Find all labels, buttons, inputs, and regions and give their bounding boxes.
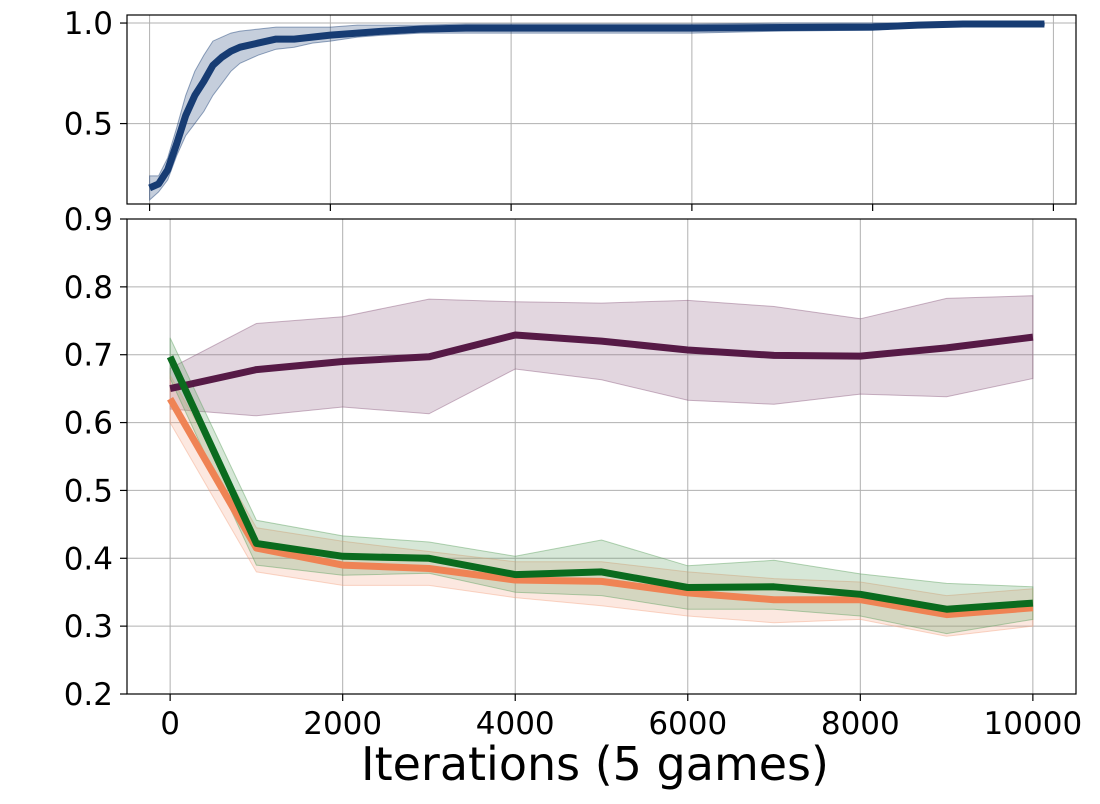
top-ytick-label-0: 0.5 [64, 107, 113, 143]
bottom-ytick-label-3: 0.5 [64, 473, 113, 509]
top-plot-frame [126, 14, 1077, 205]
top-confidence-bands [149, 22, 1045, 202]
bottom-line-2 [166, 355, 1034, 613]
top-x-axis-ticks [148, 204, 1055, 211]
bottom-ytick-label-6: 0.8 [64, 270, 113, 306]
bottom-xtick-label-2: 4000 [476, 706, 555, 742]
bottom-ytick-label-1: 0.3 [64, 609, 113, 645]
bottom-ytick-label-2: 0.4 [64, 541, 113, 577]
top-ytick-label-1: 1.0 [64, 6, 113, 42]
bottom-series-lines [166, 331, 1034, 619]
bottom-x-axis-ticks: 0 2000 4000 6000 8000 10000 [160, 694, 1082, 742]
bottom-xtick-label-4: 8000 [821, 706, 900, 742]
bottom-band-1 [169, 373, 1034, 637]
bottom-line-1 [167, 397, 1034, 619]
top-series-lines [148, 20, 1045, 192]
bottom-xtick-label-1: 2000 [303, 706, 382, 742]
top-panel: 0.5 1.0 [64, 6, 1077, 211]
bottom-ytick-label-0: 0.2 [64, 677, 113, 713]
bottom-xtick-label-0: 0 [160, 706, 180, 742]
bottom-ytick-label-7: 0.9 [64, 202, 113, 238]
bottom-plot-frame [126, 218, 1077, 695]
bottom-y-axis-ticks: 0.2 0.3 0.4 0.5 0.6 0.7 0.8 0.9 [64, 202, 127, 713]
bottom-xtick-label-5: 10000 [984, 706, 1083, 742]
bottom-xtick-label-3: 6000 [648, 706, 727, 742]
top-band-0 [149, 22, 1045, 202]
bottom-line-0 [169, 331, 1034, 393]
x-axis-label: Iterations (5 games) [361, 737, 829, 791]
bottom-band-0 [169, 295, 1034, 417]
bottom-ytick-label-5: 0.7 [64, 338, 113, 374]
bottom-panel: 0.2 0.3 0.4 0.5 0.6 0.7 0.8 0.9 0 2000 4000 6000 80… [64, 202, 1082, 742]
top-y-axis-ticks: 0.5 1.0 [64, 6, 127, 143]
bottom-confidence-bands [169, 295, 1034, 637]
bottom-ytick-label-4: 0.6 [64, 406, 113, 442]
top-line-0 [148, 20, 1045, 192]
